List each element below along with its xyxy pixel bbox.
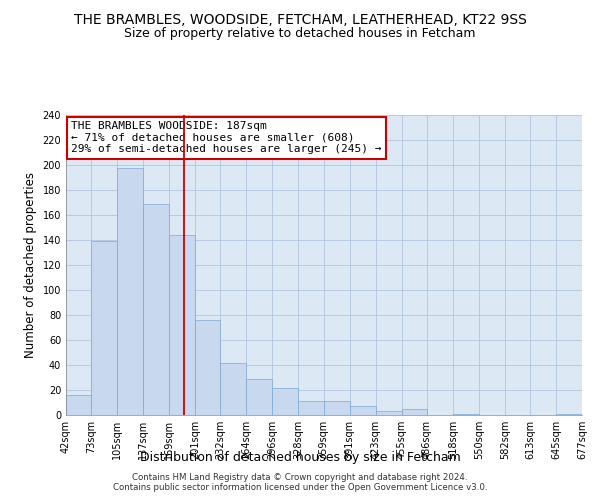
- Bar: [401, 409, 427, 415]
- Bar: [66, 395, 91, 415]
- Bar: [143, 204, 169, 415]
- Text: Size of property relative to detached houses in Fetcham: Size of property relative to detached ho…: [124, 28, 476, 40]
- Bar: [323, 401, 350, 415]
- Bar: [376, 411, 401, 415]
- Text: Contains HM Land Registry data © Crown copyright and database right 2024.
Contai: Contains HM Land Registry data © Crown c…: [113, 473, 487, 492]
- Bar: [272, 388, 298, 415]
- Text: THE BRAMBLES, WOODSIDE, FETCHAM, LEATHERHEAD, KT22 9SS: THE BRAMBLES, WOODSIDE, FETCHAM, LEATHER…: [74, 12, 526, 26]
- Text: Distribution of detached houses by size in Fetcham: Distribution of detached houses by size …: [140, 451, 460, 464]
- Bar: [195, 320, 220, 415]
- Text: THE BRAMBLES WOODSIDE: 187sqm
← 71% of detached houses are smaller (608)
29% of : THE BRAMBLES WOODSIDE: 187sqm ← 71% of d…: [71, 121, 382, 154]
- Bar: [220, 362, 247, 415]
- Bar: [117, 168, 143, 415]
- Y-axis label: Number of detached properties: Number of detached properties: [24, 172, 37, 358]
- Bar: [169, 235, 195, 415]
- Bar: [298, 401, 323, 415]
- Bar: [91, 242, 117, 415]
- Bar: [350, 406, 376, 415]
- Bar: [556, 414, 582, 415]
- Bar: [247, 379, 272, 415]
- Bar: [453, 414, 479, 415]
